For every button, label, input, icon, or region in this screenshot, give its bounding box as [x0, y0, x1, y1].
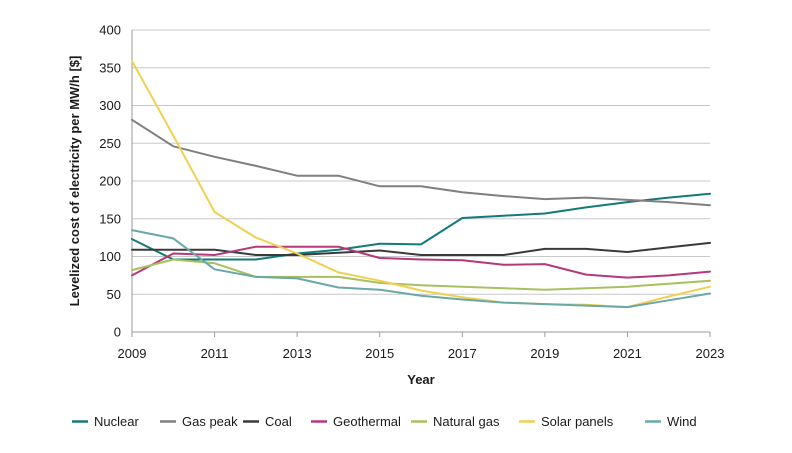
- x-tick-label: 2017: [448, 346, 477, 361]
- y-tick-label: 100: [99, 249, 121, 264]
- series-line-gas-peak: [131, 118, 711, 207]
- legend-item: Natural gas: [411, 414, 500, 429]
- legend-item: Coal: [243, 414, 292, 429]
- series-line-geothermal: [131, 245, 711, 279]
- legend-item: Wind: [645, 414, 697, 429]
- y-tick-label: 250: [99, 136, 121, 151]
- legend-item: Solar panels: [519, 414, 614, 429]
- legend-label: Natural gas: [433, 414, 500, 429]
- series-line-wind: [131, 229, 711, 309]
- legend-item: Nuclear: [72, 414, 139, 429]
- x-tick-label: 2023: [696, 346, 725, 361]
- y-tick-label: 50: [107, 287, 121, 302]
- y-tick-label: 300: [99, 98, 121, 113]
- x-tick-label: 2015: [365, 346, 394, 361]
- series-line-natural-gas: [131, 258, 711, 291]
- y-tick-label: 150: [99, 211, 121, 226]
- x-tick-label: 2021: [613, 346, 642, 361]
- legend-label: Coal: [265, 414, 292, 429]
- y-tick-label: 350: [99, 60, 121, 75]
- legend-item: Geothermal: [311, 414, 401, 429]
- x-tick-label: 2009: [118, 346, 147, 361]
- x-tick-label: 2013: [283, 346, 312, 361]
- legend-label: Solar panels: [541, 414, 614, 429]
- series-line-nuclear: [131, 192, 711, 261]
- y-tick-label: 400: [99, 23, 121, 38]
- x-tick-label: 2011: [201, 346, 229, 361]
- legend-label: Gas peak: [182, 414, 238, 429]
- y-tick-label: 0: [114, 325, 121, 340]
- legend-label: Geothermal: [333, 414, 401, 429]
- legend-item: Gas peak: [160, 414, 238, 429]
- x-axis-label: Year: [407, 372, 434, 387]
- y-axis-label: Levelized cost of electricity per MW/h […: [67, 56, 82, 307]
- y-tick-label: 200: [99, 174, 121, 189]
- legend-label: Nuclear: [94, 414, 139, 429]
- x-tick-label: 2019: [530, 346, 559, 361]
- legend-label: Wind: [667, 414, 697, 429]
